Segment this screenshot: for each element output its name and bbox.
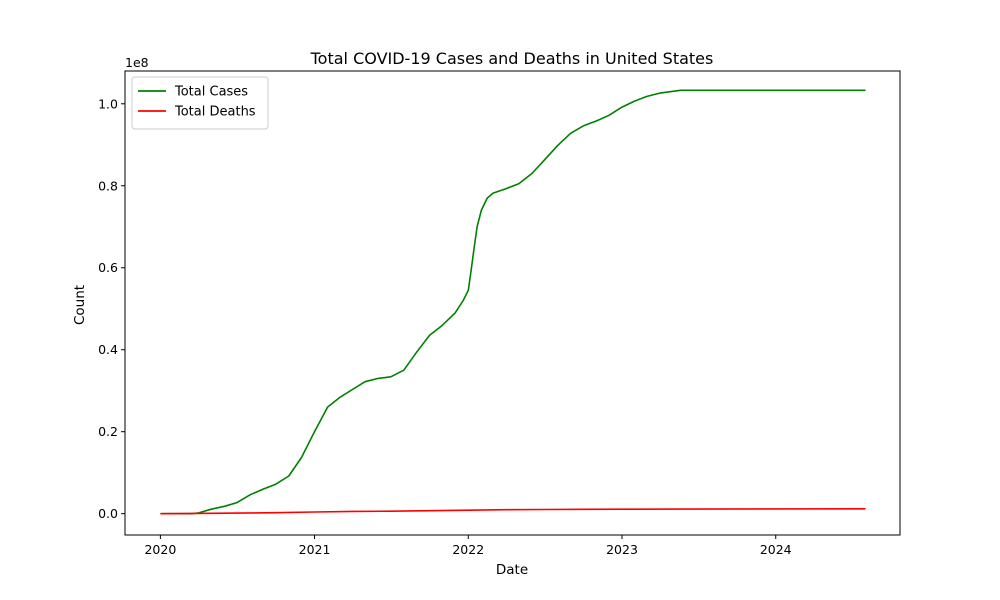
series-line-total-deaths [160,507,866,515]
y-offset-label: 1e8 [125,55,149,70]
y-tick-label: 0.0 [98,506,118,521]
legend-label: Total Cases [174,85,248,100]
x-tick-label: 2021 [299,542,331,557]
legend-box [131,76,269,130]
y-tick-label: 0.6 [98,260,118,275]
x-tick-label: 2022 [452,542,484,557]
legend: Total Cases Total Deaths [131,76,269,130]
plot-area: 2020 2021 2022 2023 2024 0.0 0.2 0.4 0.6 0.8 1.0 [98,70,901,557]
x-tick-label: 2020 [144,542,176,557]
y-tick-label: 0.2 [98,424,118,439]
plot-frame [124,70,901,536]
legend-label: Total Deaths [174,105,256,120]
x-axis-label: Date [496,562,528,578]
y-tick-label: 1.0 [98,96,118,111]
y-axis-label: Count [72,285,88,325]
x-tick-label: 2024 [760,542,792,557]
y-tick-label: 0.8 [98,178,118,193]
x-tick-label: 2023 [606,542,638,557]
y-tick-label: 0.4 [98,342,118,357]
chart-title: Total COVID-19 Cases and Deaths in Unite… [310,49,714,68]
series-line-total-cases [160,89,866,515]
